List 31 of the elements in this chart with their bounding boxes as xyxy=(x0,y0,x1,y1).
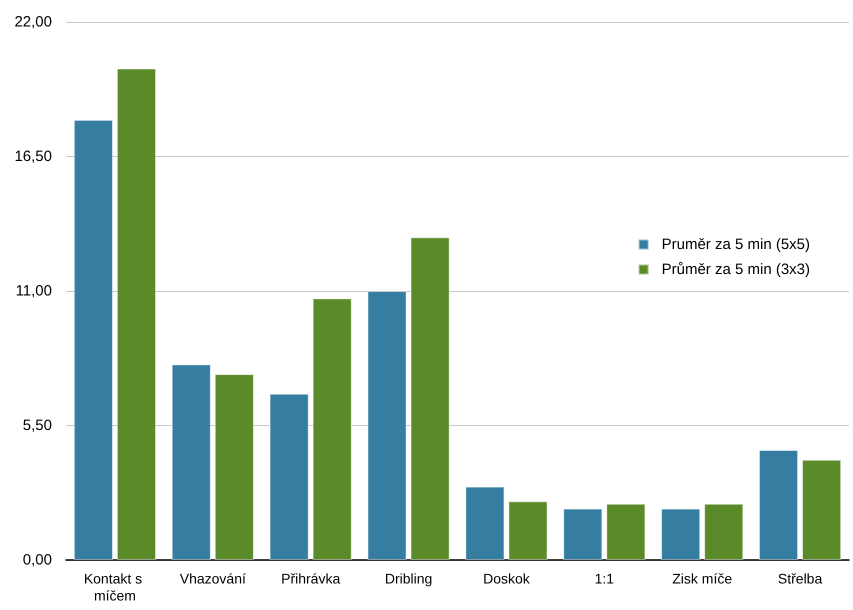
x-tick-label: Dribling xyxy=(384,570,432,586)
bar xyxy=(367,291,407,560)
bar xyxy=(214,374,254,560)
bar xyxy=(758,450,798,560)
bar xyxy=(74,120,113,560)
legend-label: Průměr za 5 min (3x3) xyxy=(662,261,810,278)
bar xyxy=(563,508,602,560)
y-tick-label: 16,50 xyxy=(14,148,52,165)
bar xyxy=(465,486,504,560)
x-tick-label: Kontakt s míčem xyxy=(84,570,146,604)
x-tick-label: Zisk míče xyxy=(672,570,732,586)
bar xyxy=(606,504,646,560)
bar xyxy=(661,508,700,560)
x-tick-label: 1:1 xyxy=(594,570,614,586)
x-tick-label: Přihrávka xyxy=(281,570,340,586)
y-tick-label: 5,50 xyxy=(22,417,52,434)
y-tick-label: 22,00 xyxy=(14,14,52,30)
bar xyxy=(312,298,352,560)
y-tick-label: 0,00 xyxy=(22,552,52,568)
y-tick-label: 11,00 xyxy=(16,282,52,300)
bar xyxy=(704,504,744,560)
bar xyxy=(172,364,211,560)
bar xyxy=(116,68,156,560)
x-tick-label: Střelba xyxy=(778,570,822,586)
legend-label: Pruměr za 5 min (5x5) xyxy=(662,236,810,253)
bar xyxy=(508,501,548,560)
x-tick-label: Vhazování xyxy=(180,570,246,586)
bar xyxy=(410,237,450,560)
x-tick-label: Doskok xyxy=(483,570,531,586)
bar xyxy=(802,460,842,560)
bar xyxy=(270,394,309,560)
